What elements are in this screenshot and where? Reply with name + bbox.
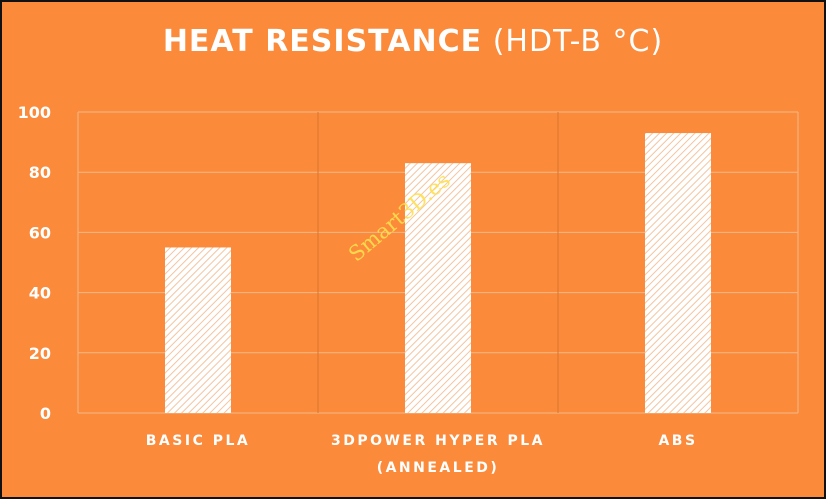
x-tick-label: 3DPOWER HYPER PLA [331, 433, 545, 449]
y-tick-label: 100 [18, 103, 51, 122]
chart-title-unit: (HDT-B °C) [492, 24, 664, 59]
y-tick-label: 0 [40, 404, 51, 423]
y-tick-label: 80 [29, 163, 51, 182]
chart-title: HEAT RESISTANCE (HDT-B °C) [2, 24, 824, 59]
bar [165, 247, 231, 413]
x-tick-label: ABS [658, 433, 697, 449]
bar [405, 163, 471, 413]
y-tick-label: 40 [29, 284, 51, 303]
x-tick-label: BASIC PLA [146, 433, 250, 449]
x-tick-label: (ANNEALED) [377, 460, 500, 476]
chart-title-main: HEAT RESISTANCE [162, 24, 483, 59]
y-tick-label: 20 [29, 344, 51, 363]
bar [645, 133, 711, 413]
y-tick-label: 60 [29, 223, 51, 242]
